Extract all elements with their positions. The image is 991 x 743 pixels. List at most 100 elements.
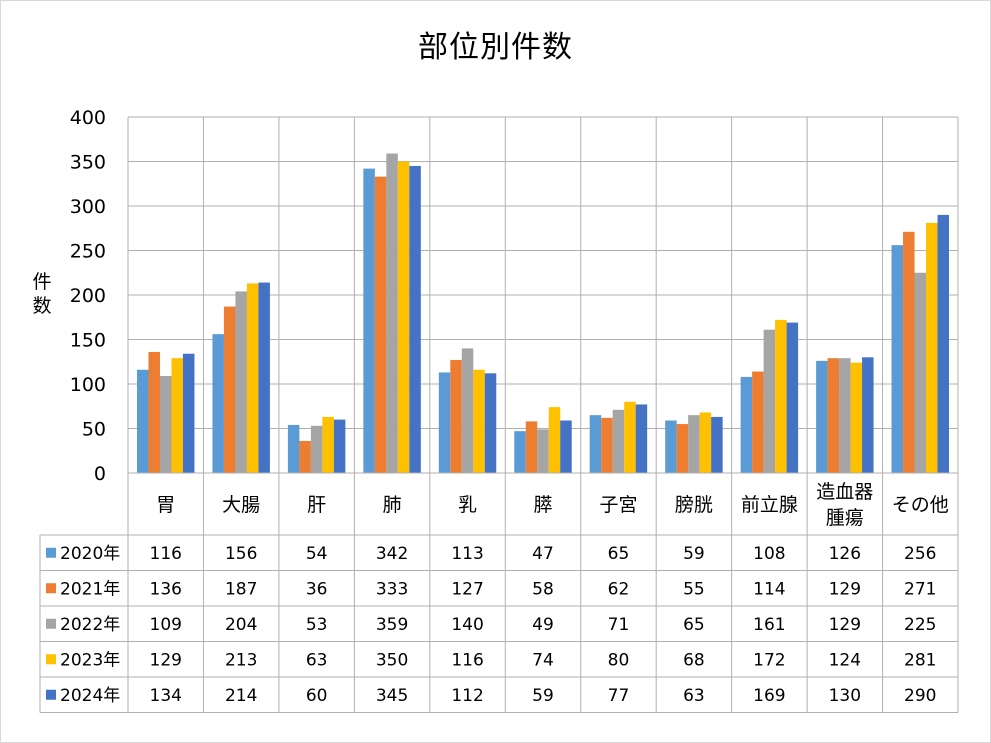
- data-label: 109: [150, 615, 182, 635]
- data-label: 129: [150, 650, 182, 670]
- data-label: 58: [532, 579, 554, 599]
- data-label: 342: [376, 544, 408, 564]
- bar: [740, 376, 753, 473]
- bar: [752, 371, 764, 473]
- bar: [862, 357, 874, 473]
- bar: [246, 283, 259, 473]
- data-label: 281: [904, 650, 936, 670]
- data-label: 333: [376, 579, 408, 599]
- bar: [903, 231, 915, 473]
- data-label: 108: [753, 544, 785, 564]
- bar: [699, 412, 712, 473]
- bar: [775, 319, 787, 473]
- data-label: 112: [451, 686, 483, 706]
- bar: [374, 176, 387, 473]
- y-tick-label: 350: [70, 152, 106, 174]
- bar: [148, 351, 160, 473]
- legend-key: [46, 618, 56, 629]
- bar: [665, 420, 677, 473]
- bar: [937, 214, 949, 473]
- bar: [850, 362, 863, 473]
- bar: [137, 369, 149, 473]
- bar: [450, 359, 462, 473]
- data-label: 271: [904, 579, 936, 599]
- legend-label: 2023年: [60, 650, 120, 670]
- category-label: 腫瘍: [826, 507, 864, 529]
- bar: [914, 272, 927, 473]
- bar: [299, 440, 311, 473]
- bar: [473, 369, 485, 473]
- y-tick-label: 100: [70, 374, 106, 396]
- data-label: 136: [150, 579, 182, 599]
- data-label: 129: [829, 615, 861, 635]
- bar: [676, 424, 689, 473]
- category-label: 前立腺: [741, 494, 798, 516]
- bar: [258, 282, 270, 473]
- data-label: 113: [451, 544, 483, 564]
- data-label: 225: [904, 615, 936, 635]
- data-label: 62: [608, 579, 630, 599]
- bar: [688, 415, 700, 473]
- data-label: 124: [829, 650, 861, 670]
- bar: [438, 372, 451, 473]
- bar: [235, 291, 247, 473]
- bar: [537, 429, 549, 473]
- y-tick-label: 200: [70, 285, 106, 307]
- legend-key: [46, 583, 56, 594]
- bar: [212, 334, 224, 473]
- data-label: 65: [608, 544, 630, 564]
- data-label: 126: [829, 544, 861, 564]
- bar: [589, 415, 602, 473]
- category-label: 肝: [307, 494, 326, 516]
- data-label: 68: [683, 650, 705, 670]
- bar: [287, 424, 300, 473]
- y-tick-label: 400: [70, 107, 106, 129]
- data-label: 63: [683, 686, 705, 706]
- data-label: 129: [829, 579, 861, 599]
- bar: [484, 373, 497, 473]
- category-label: 膵: [533, 494, 552, 516]
- data-label: 161: [753, 615, 785, 635]
- bar: [839, 358, 851, 473]
- bar: [612, 409, 625, 473]
- bar: [525, 421, 538, 473]
- data-label: 213: [225, 650, 257, 670]
- category-label: 大腸: [222, 494, 260, 516]
- data-label: 140: [451, 615, 483, 635]
- data-label: 130: [829, 686, 861, 706]
- data-label: 80: [608, 650, 630, 670]
- data-label: 65: [683, 615, 705, 635]
- bar: [461, 348, 474, 473]
- bar: [171, 358, 183, 473]
- data-label: 127: [451, 579, 483, 599]
- legend-label: 2021年: [60, 579, 120, 599]
- data-label: 290: [904, 686, 936, 706]
- bar: [548, 407, 561, 473]
- bar: [891, 245, 904, 473]
- bar: [514, 431, 526, 473]
- data-label: 60: [306, 686, 328, 706]
- data-label: 345: [376, 686, 408, 706]
- data-label: 350: [376, 650, 408, 670]
- bar: [635, 404, 648, 473]
- data-label: 53: [306, 615, 328, 635]
- data-label: 49: [532, 615, 554, 635]
- bar: [223, 306, 236, 473]
- legend-label: 2024年: [60, 686, 120, 706]
- bar: [601, 417, 613, 473]
- bar: [560, 420, 572, 473]
- data-label: 63: [306, 650, 328, 670]
- chart-title: 部位別件数: [418, 30, 573, 65]
- data-label: 156: [225, 544, 257, 564]
- data-label: 187: [225, 579, 257, 599]
- data-label: 36: [306, 579, 328, 599]
- bar: [386, 153, 398, 474]
- y-axis-label-char: 数: [32, 295, 52, 317]
- category-label: 肺: [383, 494, 402, 516]
- data-label: 116: [150, 544, 182, 564]
- data-label: 54: [306, 544, 328, 564]
- legend-key: [46, 547, 56, 558]
- bar: [397, 161, 410, 473]
- data-label: 47: [532, 544, 554, 564]
